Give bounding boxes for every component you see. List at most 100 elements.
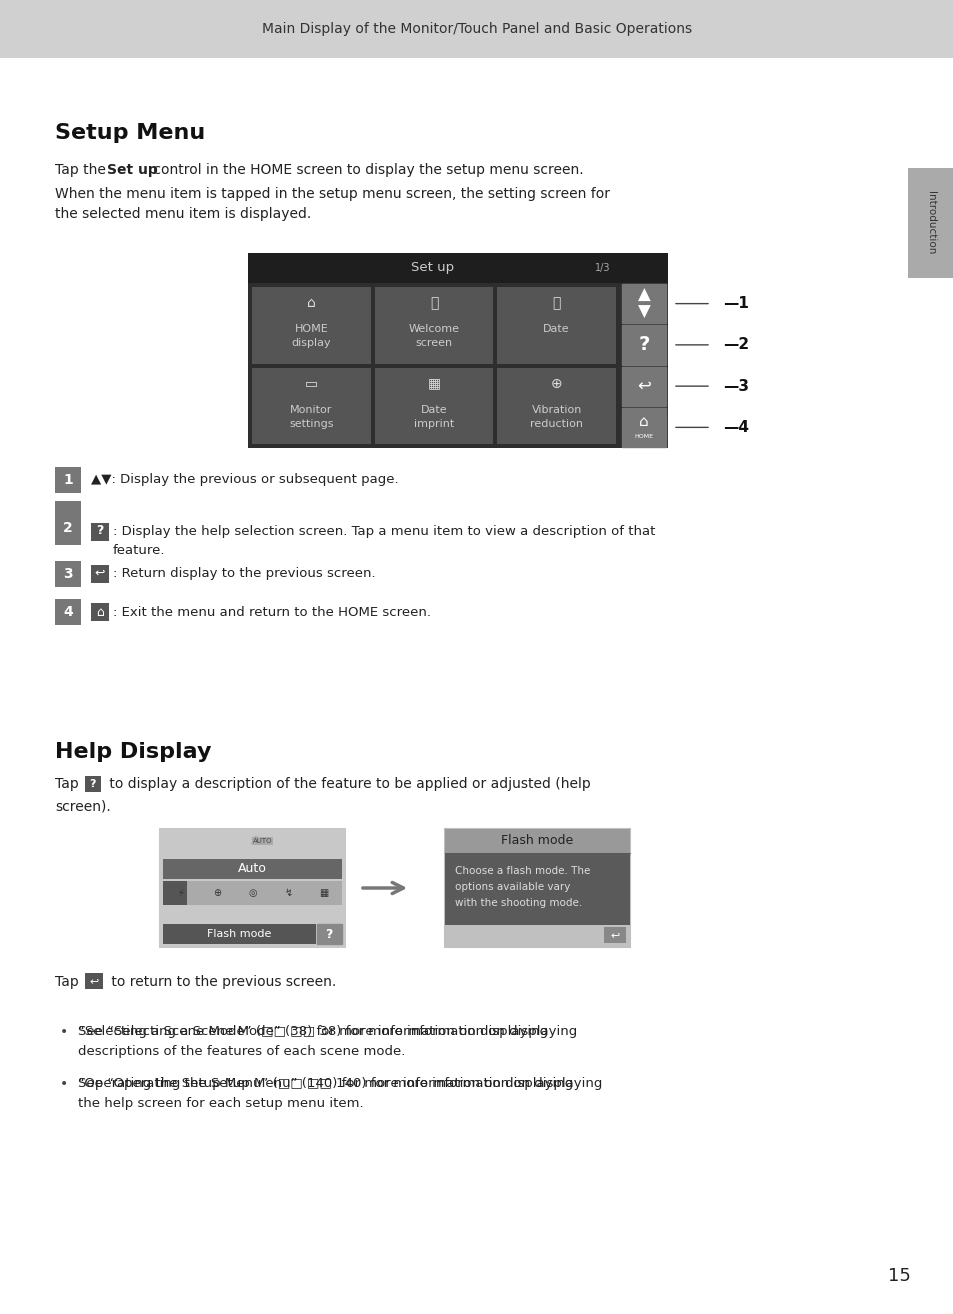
Bar [603,926,625,943]
Text: ◎: ◎ [248,888,256,897]
Bar [444,829,629,947]
Text: Flash mode: Flash mode [207,929,272,940]
Text: to display a description of the feature to be applied or adjusted (help: to display a description of the feature … [105,777,590,791]
Text: : Return display to the previous screen.: : Return display to the previous screen. [112,568,375,581]
Text: ▦: ▦ [427,377,440,390]
Text: ⌂: ⌂ [96,606,104,619]
Text: Tap: Tap [55,777,83,791]
Text: When the menu item is tapped in the setup menu screen, the setting screen for: When the menu item is tapped in the setu… [55,187,609,201]
Text: Auto: Auto [238,862,267,875]
Bar [248,254,667,448]
Text: settings: settings [289,419,334,428]
Text: ▦: ▦ [319,888,329,897]
Text: with the shooting mode.: with the shooting mode. [455,897,581,908]
Bar [621,284,665,323]
Text: ▲▼: Display the previous or subsequent page.: ▲▼: Display the previous or subsequent p… [91,473,398,486]
Text: ▲: ▲ [637,286,650,305]
Text: ?: ? [96,524,104,537]
Bar [621,367,665,406]
Text: Setup Menu: Setup Menu [55,124,205,143]
Text: —3: —3 [722,378,748,394]
Text: Flash mode: Flash mode [501,834,573,848]
Text: Tap the: Tap the [55,163,111,177]
Text: options available vary: options available vary [455,882,570,892]
Text: control in the HOME screen to display the setup menu screen.: control in the HOME screen to display th… [149,163,583,177]
Bar [163,859,341,879]
Text: : Display the help selection screen. Tap a menu item to view a description of th: : Display the help selection screen. Tap… [112,526,655,539]
Text: ⊕: ⊕ [550,377,562,390]
Bar [375,286,493,364]
Text: AUTO: AUTO [253,838,272,844]
Text: 4: 4 [63,604,72,619]
Text: ↩: ↩ [90,976,98,986]
Text: display: display [292,338,331,348]
Bar [91,603,109,622]
Bar [163,924,315,943]
Bar [621,407,665,447]
Text: imprint: imprint [414,419,454,428]
Text: 2: 2 [63,520,72,535]
Bar [444,853,629,925]
Text: HOME: HOME [294,325,328,334]
Text: ?: ? [638,335,649,355]
Bar [497,368,616,444]
Text: HOME: HOME [634,434,653,439]
Text: screen).: screen). [55,799,111,813]
Text: Vibration: Vibration [531,405,581,415]
Text: 3: 3 [63,568,72,581]
Text: : Exit the menu and return to the HOME screen.: : Exit the menu and return to the HOME s… [112,606,431,619]
Bar [85,972,103,989]
Text: the selected menu item is displayed.: the selected menu item is displayed. [55,208,311,221]
Bar [55,466,81,493]
Bar [907,168,953,279]
Bar [163,880,341,905]
Text: “Operating the Setup Menu” (□□ 140) for more information on displaying: “Operating the Setup Menu” (□□ 140) for … [78,1077,573,1091]
Bar [91,565,109,583]
Text: Tap: Tap [55,975,83,989]
Text: Set up: Set up [107,163,157,177]
Text: ⌗: ⌗ [430,296,437,310]
Text: —1: —1 [722,296,748,311]
Text: Date: Date [543,325,569,334]
Text: •: • [60,1025,69,1039]
Text: reduction: reduction [530,419,582,428]
Text: 15: 15 [886,1267,909,1285]
Text: See “Selecting a Scene Mode” (□□ 38) for more information on displaying: See “Selecting a Scene Mode” (□□ 38) for… [78,1025,577,1038]
Bar [375,368,493,444]
Text: ▭: ▭ [304,377,317,390]
Text: ↩: ↩ [637,377,650,396]
Text: 1: 1 [63,473,72,487]
Text: Main Display of the Monitor/Touch Panel and Basic Operations: Main Display of the Monitor/Touch Panel … [262,22,691,35]
Text: —2: —2 [722,338,748,352]
Text: Choose a flash mode. The: Choose a flash mode. The [455,866,590,876]
Text: ?: ? [325,928,333,941]
Text: to return to the previous screen.: to return to the previous screen. [107,975,335,989]
Text: 1/3: 1/3 [595,263,610,273]
Text: “Selecting a Scene Mode” (□□ 38) for more information on displaying: “Selecting a Scene Mode” (□□ 38) for mor… [78,1025,548,1038]
Bar [252,368,371,444]
Bar [160,829,345,947]
Text: Introduction: Introduction [925,192,935,255]
Bar [163,880,187,905]
Bar [621,326,665,364]
Text: Monitor: Monitor [290,405,333,415]
Bar [55,599,81,625]
Bar [91,523,109,541]
Text: feature.: feature. [112,544,165,557]
Text: —4: —4 [722,420,748,435]
Text: ⌂: ⌂ [307,296,315,310]
Text: ⊕: ⊕ [213,888,220,897]
Text: ?: ? [90,779,96,788]
Bar [316,924,341,943]
Text: ↩: ↩ [610,930,619,940]
Text: Set up: Set up [411,261,454,275]
Bar [248,254,667,283]
Bar [55,501,81,545]
Bar [0,0,953,58]
Text: See “Operating the Setup Menu” (□□ 140) for more information on displaying: See “Operating the Setup Menu” (□□ 140) … [78,1077,601,1091]
Text: ⚡: ⚡ [249,836,256,846]
Text: screen: screen [415,338,452,348]
Text: Help Display: Help Display [55,742,212,762]
Text: •: • [60,1077,69,1091]
Bar [252,286,371,364]
